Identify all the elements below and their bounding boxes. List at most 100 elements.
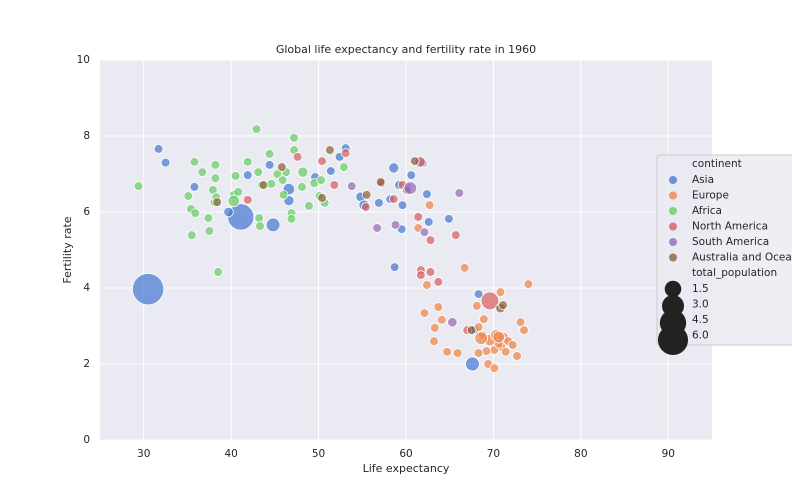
- point: [375, 177, 386, 187]
- point: [489, 363, 500, 373]
- x-tick-label: 60: [399, 448, 412, 460]
- point: [183, 191, 194, 201]
- legend-swatch: [669, 191, 677, 200]
- size-legend-marker: [664, 280, 682, 298]
- point: [339, 162, 349, 172]
- x-tick-label: 30: [137, 448, 150, 460]
- point: [213, 267, 223, 277]
- point: [316, 175, 327, 185]
- point: [397, 200, 408, 210]
- point: [292, 152, 303, 162]
- point: [492, 330, 505, 344]
- point: [317, 156, 327, 166]
- point: [251, 124, 262, 134]
- point: [289, 133, 299, 143]
- point: [346, 181, 357, 191]
- y-tick-label: 6: [83, 206, 90, 218]
- point: [425, 267, 436, 277]
- point: [186, 230, 197, 240]
- point: [447, 317, 458, 328]
- legend-swatch: [669, 253, 677, 262]
- point: [190, 208, 201, 218]
- point: [478, 314, 489, 324]
- point: [277, 175, 288, 185]
- point: [160, 157, 171, 168]
- point: [242, 195, 253, 205]
- point: [389, 262, 400, 272]
- point: [297, 166, 309, 178]
- point: [189, 182, 200, 192]
- point: [212, 197, 222, 207]
- point: [317, 193, 327, 203]
- y-tick-label: 8: [83, 130, 90, 142]
- x-tick-label: 90: [662, 448, 675, 460]
- x-axis-label: Life expectancy: [363, 462, 450, 475]
- point: [452, 348, 463, 358]
- point: [189, 157, 200, 167]
- point: [480, 291, 500, 311]
- point: [265, 217, 281, 233]
- point: [254, 213, 264, 223]
- points: [131, 124, 534, 373]
- point: [403, 181, 418, 195]
- point: [253, 167, 264, 177]
- y-tick-label: 0: [83, 434, 90, 446]
- point: [230, 171, 241, 181]
- legend-swatch: [669, 222, 677, 231]
- point: [474, 331, 488, 345]
- point: [515, 317, 526, 328]
- size-legend-title: total_population: [692, 267, 777, 279]
- point: [444, 214, 454, 224]
- point: [233, 187, 243, 197]
- point: [424, 200, 435, 210]
- point: [466, 325, 477, 335]
- point: [210, 173, 221, 183]
- point: [223, 206, 234, 218]
- y-axis-label: Fertility rate: [61, 216, 74, 283]
- point: [498, 300, 508, 310]
- point: [419, 308, 430, 318]
- point: [512, 351, 522, 361]
- point: [153, 144, 164, 154]
- point: [329, 180, 340, 190]
- legend-swatch: [669, 176, 677, 184]
- point: [227, 203, 255, 231]
- x-tick-label: 40: [224, 448, 237, 460]
- x-tick-label: 70: [487, 448, 500, 460]
- point: [473, 289, 484, 299]
- point: [419, 227, 430, 237]
- point: [507, 340, 518, 350]
- legend-box: [656, 154, 792, 346]
- x-tick-label: 80: [574, 448, 587, 460]
- point: [413, 212, 424, 222]
- legend-label: Europe: [692, 190, 729, 202]
- size-legend-label: 4.5: [692, 314, 709, 326]
- point: [523, 279, 534, 290]
- point: [406, 170, 417, 180]
- legend-swatch: [669, 238, 677, 246]
- point: [227, 194, 240, 208]
- point: [388, 162, 400, 174]
- point: [495, 287, 506, 297]
- point: [454, 188, 465, 198]
- y-tick-label: 4: [83, 282, 90, 294]
- point: [286, 214, 297, 224]
- grid: [100, 59, 712, 441]
- size-legend-label: 6.0: [692, 330, 709, 342]
- point: [425, 235, 436, 245]
- point: [433, 277, 444, 287]
- point: [422, 280, 432, 290]
- legend-label: Africa: [692, 205, 722, 217]
- point: [388, 194, 399, 204]
- point: [360, 202, 371, 212]
- point: [242, 157, 253, 167]
- point: [197, 167, 208, 177]
- point: [374, 198, 384, 208]
- point: [481, 346, 492, 356]
- point: [409, 156, 420, 166]
- point: [473, 348, 484, 358]
- point: [131, 273, 165, 306]
- legend: continent total_population Asia Europe Afr…: [656, 154, 792, 356]
- point: [430, 323, 440, 333]
